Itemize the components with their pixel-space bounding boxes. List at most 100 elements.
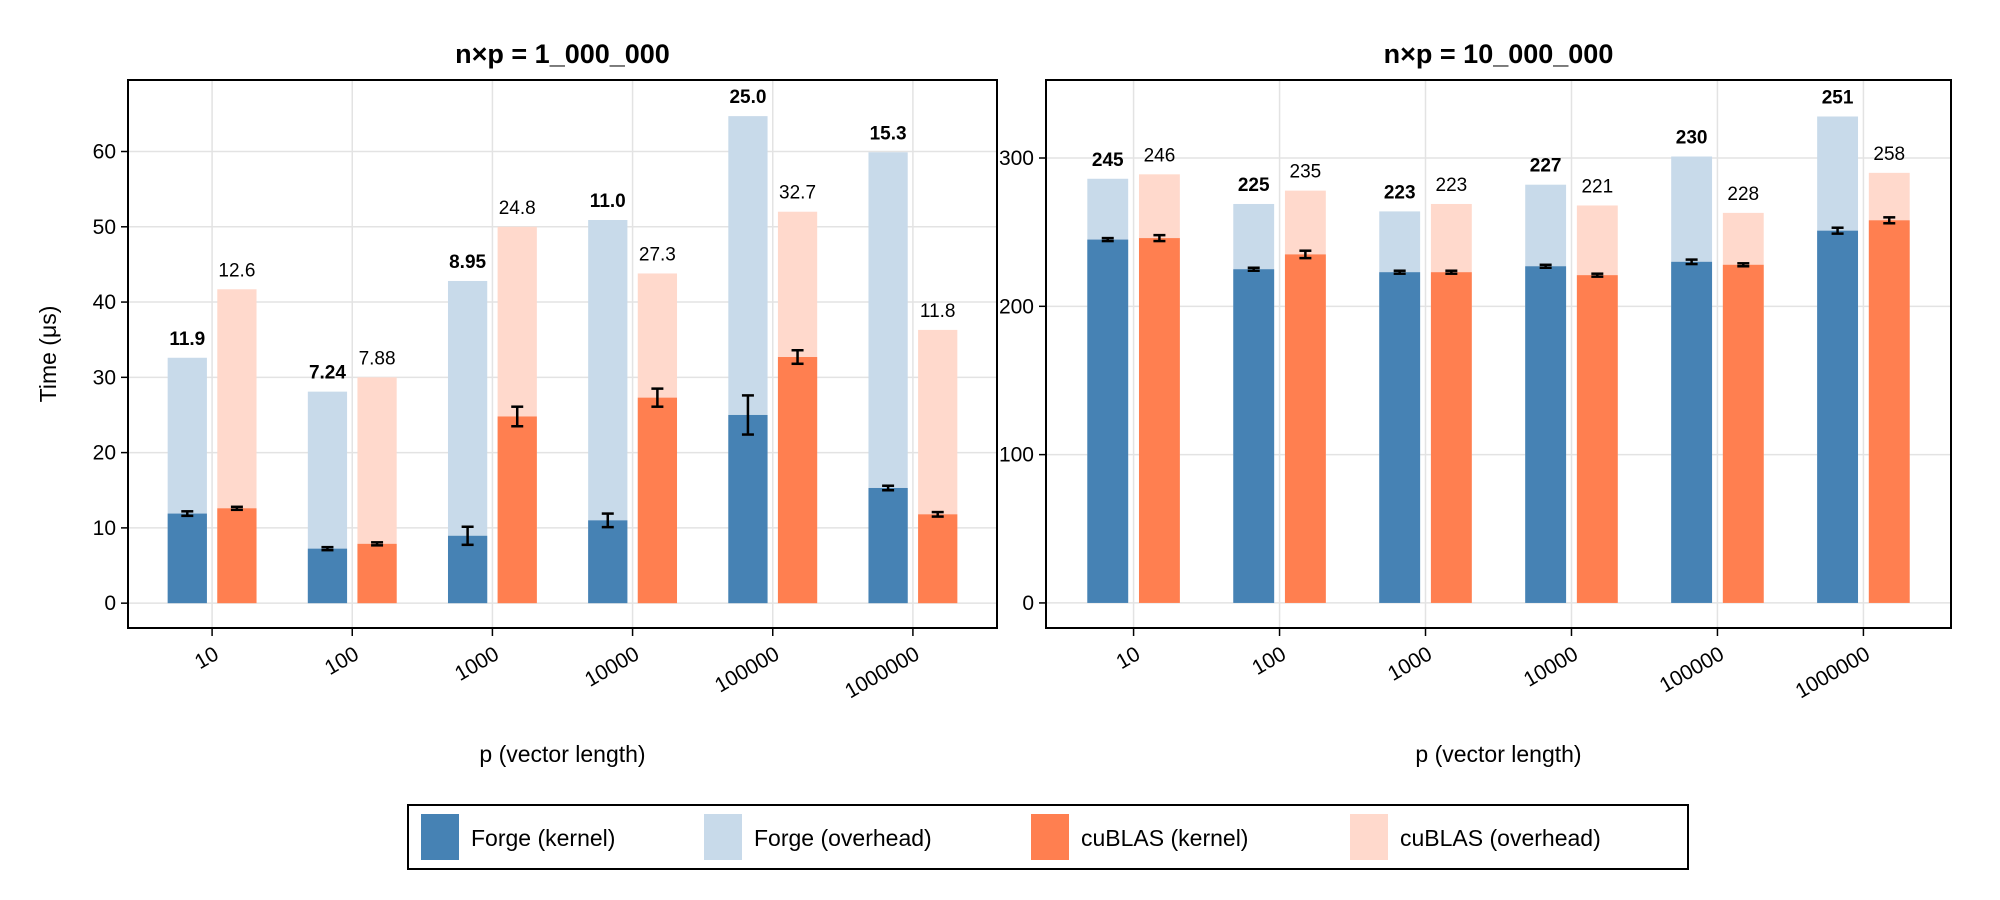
forge-error-bar [1831, 226, 1844, 235]
cublas-data-label: 24.8 [499, 198, 536, 219]
cublas-error-bar [1153, 233, 1166, 243]
y-tick-label: 0 [1022, 592, 1034, 615]
cublas-error-bar [1737, 262, 1750, 268]
y-tick-label: 0 [104, 592, 116, 615]
x-tick-label: 100 [321, 642, 363, 679]
forge-kernel-bar [167, 513, 207, 604]
x-tick-label: 10 [1112, 642, 1144, 674]
cublas-kernel-bar [1138, 238, 1180, 603]
legend-swatch [1031, 814, 1069, 860]
forge-kernel-bar [447, 535, 488, 604]
cublas-kernel-bar [497, 416, 537, 604]
cublas-data-label: 258 [1873, 144, 1905, 165]
forge-error-bar [1685, 258, 1698, 266]
cublas-kernel-bar [1868, 220, 1910, 603]
cublas-data-label: 223 [1436, 175, 1468, 196]
cublas-kernel-bar [637, 397, 678, 604]
panel-1: 11.912.6107.247.881008.9524.8100011.027.… [35, 39, 998, 767]
forge-kernel-bar [1233, 269, 1275, 603]
cublas-data-label: 235 [1290, 162, 1322, 183]
forge-data-label: 227 [1530, 156, 1562, 177]
cublas-error-bar [511, 405, 524, 428]
forge-kernel-bar [1525, 266, 1567, 603]
legend-swatch [1350, 814, 1388, 860]
cublas-data-label: 246 [1144, 145, 1176, 166]
forge-error-bar [1101, 236, 1114, 243]
cublas-kernel-bar [777, 357, 818, 604]
forge-error-bar [601, 512, 614, 529]
forge-error-bar [321, 545, 334, 552]
cublas-data-label: 228 [1727, 184, 1759, 205]
legend-item: cuBLAS (kernel) [1031, 814, 1248, 860]
forge-kernel-bar [868, 487, 908, 604]
cublas-kernel-bar [1576, 275, 1618, 603]
cublas-data-label: 221 [1581, 176, 1613, 197]
forge-data-label: 225 [1238, 175, 1270, 196]
cublas-kernel-bar [217, 508, 257, 604]
forge-error-bar [1393, 269, 1406, 275]
forge-data-label: 25.0 [729, 87, 766, 108]
cublas-kernel-bar [1284, 254, 1326, 603]
x-tick-label: 10 [191, 642, 223, 674]
legend-label: Forge (kernel) [471, 825, 615, 851]
forge-data-label: 15.3 [870, 123, 907, 144]
forge-kernel-bar [307, 548, 348, 604]
y-tick-label: 200 [999, 295, 1034, 318]
legend-item: Forge (overhead) [704, 814, 932, 860]
y-tick-label: 30 [93, 366, 116, 389]
forge-kernel-bar [1671, 261, 1713, 603]
x-tick-label: 1000000 [1792, 642, 1874, 703]
cublas-kernel-bar [1430, 272, 1472, 603]
forge-data-label: 8.95 [449, 252, 486, 273]
y-tick-label: 50 [93, 216, 116, 239]
cublas-error-bar [230, 505, 243, 512]
cublas-error-bar [1445, 269, 1458, 275]
forge-data-label: 251 [1822, 87, 1854, 108]
x-tick-label: 1000 [451, 642, 503, 685]
forge-kernel-bar [1087, 239, 1129, 603]
plot-frame [1045, 79, 1952, 629]
legend-label: Forge (overhead) [754, 825, 932, 851]
cublas-data-label: 32.7 [779, 183, 816, 204]
cublas-data-label: 27.3 [639, 244, 676, 265]
cublas-error-bar [1883, 216, 1896, 225]
cublas-data-label: 7.88 [359, 348, 396, 369]
forge-error-bar [1247, 266, 1260, 272]
y-tick-label: 40 [93, 291, 116, 314]
plot-frame [127, 79, 998, 629]
forge-kernel-bar [588, 520, 628, 604]
cublas-error-bar [931, 510, 944, 518]
legend-label: cuBLAS (overhead) [1400, 825, 1601, 851]
forge-data-label: 11.9 [169, 329, 205, 350]
x-tick-label: 100 [1248, 642, 1290, 679]
legend-label: cuBLAS (kernel) [1081, 825, 1248, 851]
y-tick-label: 60 [93, 141, 116, 164]
cublas-data-label: 11.8 [920, 301, 956, 322]
cublas-error-bar [791, 348, 804, 366]
cublas-kernel-bar [1722, 264, 1764, 603]
y-tick-label: 20 [93, 442, 116, 465]
legend: Forge (kernel) Forge (overhead) cuBLAS (ke… [407, 804, 1689, 870]
legend-item: cuBLAS (overhead) [1350, 814, 1601, 860]
forge-error-bar [882, 484, 895, 492]
cublas-kernel-bar [918, 514, 958, 604]
cublas-data-label: 12.6 [218, 260, 255, 281]
x-tick-label: 100000 [711, 642, 783, 697]
forge-data-label: 11.0 [590, 191, 626, 212]
panel-title: n×p = 1_000_000 [455, 39, 670, 69]
x-tick-label: 10000 [1520, 642, 1582, 691]
legend-swatch [704, 814, 742, 860]
y-axis-label: Time (μs) [35, 306, 61, 403]
forge-data-label: 223 [1384, 182, 1416, 203]
x-tick-label: 1000000 [841, 642, 923, 703]
x-axis-label: p (vector length) [479, 741, 645, 767]
cublas-error-bar [1299, 249, 1312, 260]
y-tick-label: 100 [999, 444, 1034, 467]
cublas-kernel-bar [357, 543, 397, 604]
y-tick-label: 10 [93, 517, 116, 540]
cublas-error-bar [651, 387, 664, 408]
forge-data-label: 7.24 [309, 363, 346, 384]
forge-error-bar [1539, 263, 1552, 270]
y-tick-label: 300 [999, 147, 1034, 170]
